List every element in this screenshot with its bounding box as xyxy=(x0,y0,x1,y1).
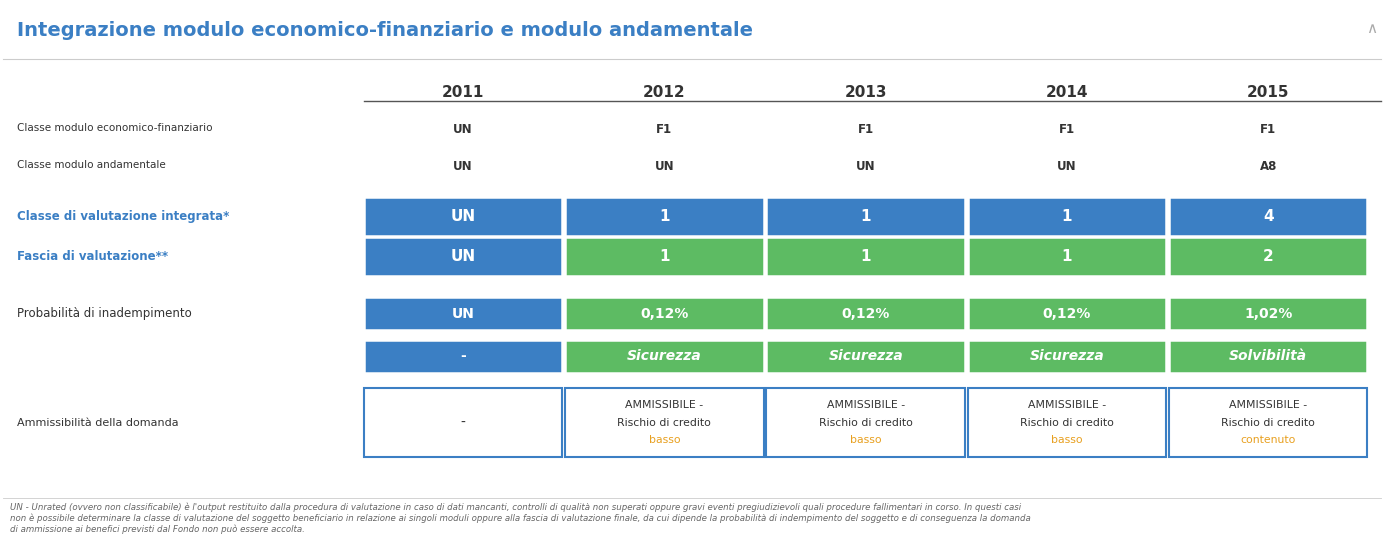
Text: F1: F1 xyxy=(656,123,673,136)
Text: -: - xyxy=(461,416,465,430)
FancyBboxPatch shape xyxy=(364,297,562,330)
Text: 2015: 2015 xyxy=(1247,86,1290,100)
Text: F1: F1 xyxy=(1259,123,1276,136)
Text: UN: UN xyxy=(454,160,473,173)
Text: 0,12%: 0,12% xyxy=(641,307,689,321)
FancyBboxPatch shape xyxy=(364,388,562,457)
Text: UN: UN xyxy=(855,160,876,173)
Text: F1: F1 xyxy=(858,123,873,136)
Text: Rischio di credito: Rischio di credito xyxy=(1221,418,1315,427)
Text: basso: basso xyxy=(1050,435,1082,445)
Text: Probabilità di inadempimento: Probabilità di inadempimento xyxy=(17,307,191,320)
FancyBboxPatch shape xyxy=(364,238,562,276)
Text: UN - Unrated (ovvero non classificabile) è l'output restituito dalla procedura d: UN - Unrated (ovvero non classificabile)… xyxy=(10,502,1031,534)
Text: Sicurezza: Sicurezza xyxy=(627,349,702,363)
Text: 2011: 2011 xyxy=(441,86,484,100)
Text: Classe di valutazione integrata*: Classe di valutazione integrata* xyxy=(17,210,228,223)
Text: 2013: 2013 xyxy=(844,86,887,100)
FancyBboxPatch shape xyxy=(1169,388,1367,457)
Text: basso: basso xyxy=(850,435,882,445)
FancyBboxPatch shape xyxy=(967,388,1167,457)
FancyBboxPatch shape xyxy=(1169,297,1367,330)
FancyBboxPatch shape xyxy=(967,238,1167,276)
Text: UN: UN xyxy=(655,160,674,173)
Text: A8: A8 xyxy=(1259,160,1277,173)
Text: 2012: 2012 xyxy=(644,86,685,100)
Text: 1: 1 xyxy=(659,249,670,264)
Text: Classe modulo andamentale: Classe modulo andamentale xyxy=(17,160,165,170)
FancyBboxPatch shape xyxy=(565,340,764,373)
Text: Rischio di credito: Rischio di credito xyxy=(1020,418,1114,427)
FancyBboxPatch shape xyxy=(767,340,965,373)
Text: UN: UN xyxy=(451,249,476,264)
Text: Ammissibilità della domanda: Ammissibilità della domanda xyxy=(17,418,179,427)
Text: 2014: 2014 xyxy=(1046,86,1088,100)
FancyBboxPatch shape xyxy=(364,340,562,373)
Text: 1,02%: 1,02% xyxy=(1244,307,1293,321)
FancyBboxPatch shape xyxy=(967,297,1167,330)
FancyBboxPatch shape xyxy=(565,297,764,330)
Text: Fascia di valutazione**: Fascia di valutazione** xyxy=(17,250,167,263)
Text: -: - xyxy=(461,349,466,363)
FancyBboxPatch shape xyxy=(364,197,562,236)
Text: 0,12%: 0,12% xyxy=(841,307,890,321)
Text: AMMISSIBILE -: AMMISSIBILE - xyxy=(1028,400,1106,410)
Text: 4: 4 xyxy=(1262,209,1273,224)
Text: AMMISSIBILE -: AMMISSIBILE - xyxy=(626,400,703,410)
Text: F1: F1 xyxy=(1059,123,1075,136)
Text: 1: 1 xyxy=(861,249,871,264)
Text: 1: 1 xyxy=(1062,209,1073,224)
Text: AMMISSIBILE -: AMMISSIBILE - xyxy=(826,400,905,410)
FancyBboxPatch shape xyxy=(565,388,764,457)
FancyBboxPatch shape xyxy=(1169,340,1367,373)
Text: contenuto: contenuto xyxy=(1240,435,1295,445)
FancyBboxPatch shape xyxy=(967,340,1167,373)
FancyBboxPatch shape xyxy=(565,238,764,276)
FancyBboxPatch shape xyxy=(767,297,965,330)
Text: UN: UN xyxy=(1057,160,1077,173)
FancyBboxPatch shape xyxy=(565,197,764,236)
Text: Integrazione modulo economico-finanziario e modulo andamentale: Integrazione modulo economico-finanziari… xyxy=(17,22,753,40)
Text: 2: 2 xyxy=(1262,249,1273,264)
Text: 0,12%: 0,12% xyxy=(1042,307,1091,321)
Text: Rischio di credito: Rischio di credito xyxy=(617,418,711,427)
Text: 1: 1 xyxy=(659,209,670,224)
Text: ∧: ∧ xyxy=(1366,22,1377,37)
FancyBboxPatch shape xyxy=(967,197,1167,236)
Text: Solvibilità: Solvibilità xyxy=(1229,349,1308,363)
Text: AMMISSIBILE -: AMMISSIBILE - xyxy=(1229,400,1308,410)
FancyBboxPatch shape xyxy=(767,388,965,457)
Text: 1: 1 xyxy=(1062,249,1073,264)
Text: basso: basso xyxy=(649,435,681,445)
Text: Classe modulo economico-finanziario: Classe modulo economico-finanziario xyxy=(17,123,212,133)
Text: Rischio di credito: Rischio di credito xyxy=(819,418,912,427)
FancyBboxPatch shape xyxy=(767,238,965,276)
FancyBboxPatch shape xyxy=(1169,238,1367,276)
Text: UN: UN xyxy=(451,307,475,321)
FancyBboxPatch shape xyxy=(1169,197,1367,236)
Text: UN: UN xyxy=(451,209,476,224)
Text: Sicurezza: Sicurezza xyxy=(1030,349,1104,363)
Text: 1: 1 xyxy=(861,209,871,224)
Text: Sicurezza: Sicurezza xyxy=(828,349,902,363)
Text: UN: UN xyxy=(454,123,473,136)
FancyBboxPatch shape xyxy=(767,197,965,236)
